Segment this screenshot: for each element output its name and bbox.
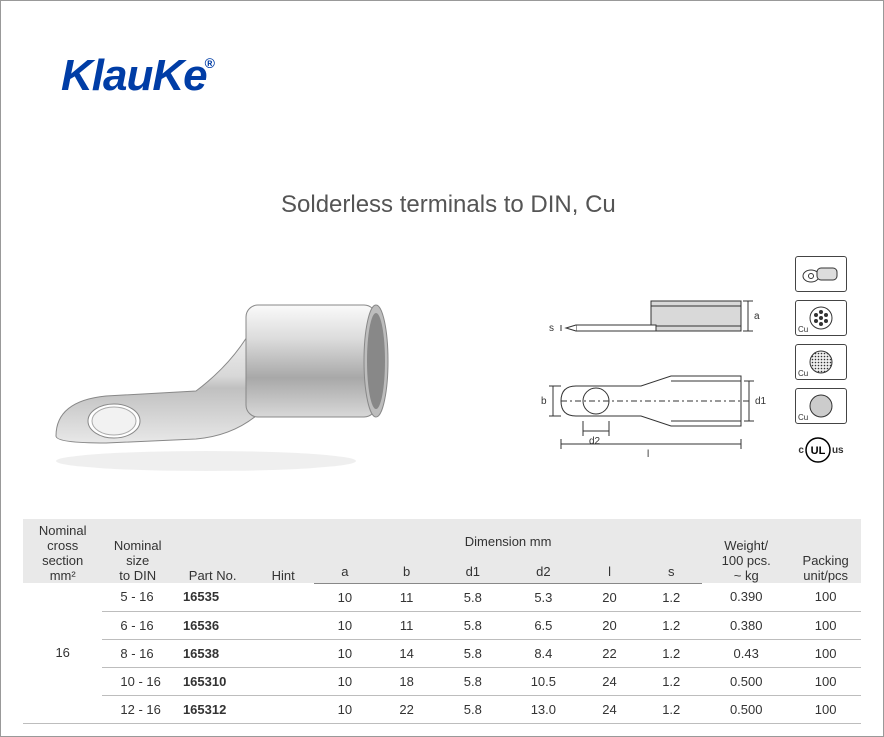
hdr-d1: d1 [438,549,509,583]
cell-packing: 100 [790,611,861,639]
lug-icon [795,256,847,292]
cell-d2: 8.4 [508,639,579,667]
cell-partno: 16535 [173,583,252,611]
cell-hint [252,611,314,639]
cell-b: 14 [376,639,438,667]
cell-weight: 0.43 [702,639,790,667]
cell-a: 10 [314,667,376,695]
hdr-dimension-group: Dimension mm [314,519,702,549]
cell-l: 24 [579,695,641,723]
cell-partno: 16536 [173,611,252,639]
cu-stranded-icon: Cu [795,300,847,336]
cell-s: 1.2 [640,639,702,667]
cu-label: Cu [798,325,808,334]
svg-text:l: l [647,449,649,460]
cell-d2: 13.0 [508,695,579,723]
hdr-cross-section: Nominal cross section mm² [23,519,102,583]
cell-weight: 0.500 [702,667,790,695]
cell-weight: 0.500 [702,695,790,723]
cell-packing: 100 [790,667,861,695]
cell-packing: 100 [790,695,861,723]
cell-l: 20 [579,611,641,639]
cert-icon-column: Cu Cu Cu c UL us [795,256,851,468]
cell-b: 22 [376,695,438,723]
table-row: 6 - 1616536 10115.86.5201.20.380100 [23,611,861,639]
cell-packing: 100 [790,639,861,667]
hdr-b: b [376,549,438,583]
svg-text:a: a [754,311,760,322]
svg-text:UL: UL [811,445,826,457]
cell-s: 1.2 [640,583,702,611]
cell-b: 11 [376,583,438,611]
cell-l: 20 [579,583,641,611]
technical-diagram: a s b d2 d1 l [541,291,771,461]
cell-b: 18 [376,667,438,695]
cell-s: 1.2 [640,611,702,639]
cell-d1: 5.8 [438,611,509,639]
table-row: 165 - 161653510115.85.3201.20.390100 [23,583,861,611]
cell-size: 12 - 16 [102,695,173,723]
brand-logo: KlauKe® [61,51,216,101]
cell-partno: 16538 [173,639,252,667]
cell-l: 24 [579,667,641,695]
svg-text:d1: d1 [755,396,767,407]
registered-mark: ® [205,55,214,71]
cell-hint [252,695,314,723]
hdr-partno: Part No. [173,519,252,583]
cell-a: 10 [314,639,376,667]
ul-mark-icon: c UL us [795,432,847,468]
cell-packing: 100 [790,583,861,611]
cell-d1: 5.8 [438,667,509,695]
cell-d1: 5.8 [438,639,509,667]
cell-d2: 5.3 [508,583,579,611]
cell-b: 11 [376,611,438,639]
cell-weight: 0.390 [702,583,790,611]
table-row: 10 - 16165310 10185.810.5241.20.500100 [23,667,861,695]
hdr-packing: Packing unit/pcs [790,519,861,583]
hdr-a: a [314,549,376,583]
hdr-size: Nominal size to DIN [102,519,173,583]
cell-hint [252,583,314,611]
cell-d2: 10.5 [508,667,579,695]
cell-hint [252,639,314,667]
cu-label: Cu [798,369,808,378]
cell-d2: 6.5 [508,611,579,639]
cell-weight: 0.380 [702,611,790,639]
cell-s: 1.2 [640,667,702,695]
cell-size: 8 - 16 [102,639,173,667]
hdr-s: s [640,549,702,583]
cell-a: 10 [314,583,376,611]
cell-l: 22 [579,639,641,667]
hdr-hint: Hint [252,519,314,583]
hdr-l: l [579,549,641,583]
svg-text:s: s [549,323,554,334]
cell-size: 6 - 16 [102,611,173,639]
svg-text:b: b [541,396,547,407]
cell-a: 10 [314,611,376,639]
cu-extrafine-icon: Cu [795,388,847,424]
svg-text:d2: d2 [589,436,601,447]
table-row: 12 - 16165312 10225.813.0241.20.500100 [23,695,861,723]
product-photo [36,261,396,481]
cu-label: Cu [798,413,808,422]
brand-name: KlauKe [61,51,207,100]
cell-a: 10 [314,695,376,723]
cell-partno: 165310 [173,667,252,695]
cell-size: 10 - 16 [102,667,173,695]
cell-size: 5 - 16 [102,583,173,611]
cell-d1: 5.8 [438,583,509,611]
cell-cross-section: 16 [23,583,102,723]
cell-hint [252,667,314,695]
cell-d1: 5.8 [438,695,509,723]
hdr-weight: Weight/ 100 pcs. ~ kg [702,519,790,583]
spec-table: Nominal cross section mm² Nominal size t… [23,519,861,724]
cell-partno: 165312 [173,695,252,723]
cu-fine-icon: Cu [795,344,847,380]
page-title: Solderless terminals to DIN, Cu [281,191,616,219]
table-row: 8 - 1616538 10145.88.4221.20.43100 [23,639,861,667]
cell-s: 1.2 [640,695,702,723]
hdr-d2: d2 [508,549,579,583]
